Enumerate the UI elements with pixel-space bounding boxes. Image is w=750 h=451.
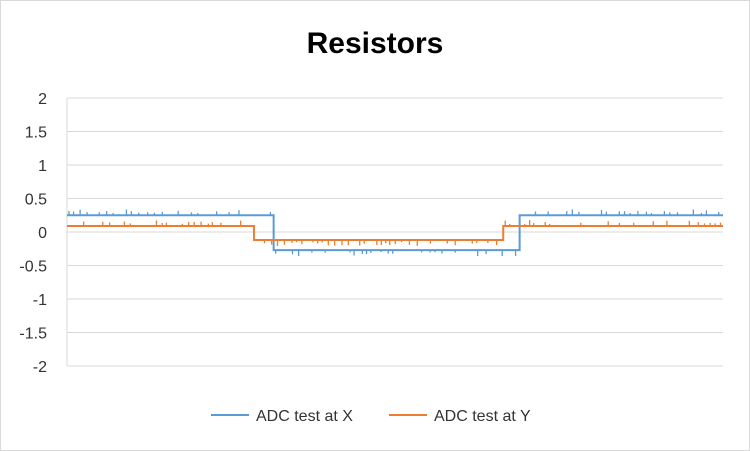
legend-item-x: ADC test at X [211,408,353,425]
series-x [67,209,723,257]
legend-item-y: ADC test at Y [389,408,531,425]
y-tick-label: -1 [33,292,47,309]
y-tick-label: 0.5 [25,192,47,209]
series-line [67,214,723,252]
chart-title: Resistors [306,27,444,60]
legend-label: ADC test at Y [434,408,531,425]
y-tick-label: -0.5 [19,259,47,276]
y-tick-label: 1.5 [25,125,47,142]
series-y [67,219,723,246]
y-tick-label: 1 [38,158,47,175]
legend-label: ADC test at X [256,408,353,425]
y-tick-label: -2 [33,359,47,376]
series-line [67,224,723,242]
y-tick-label: 2 [38,91,47,108]
y-tick-label: -1.5 [19,326,47,343]
y-tick-label: 0 [38,225,47,242]
